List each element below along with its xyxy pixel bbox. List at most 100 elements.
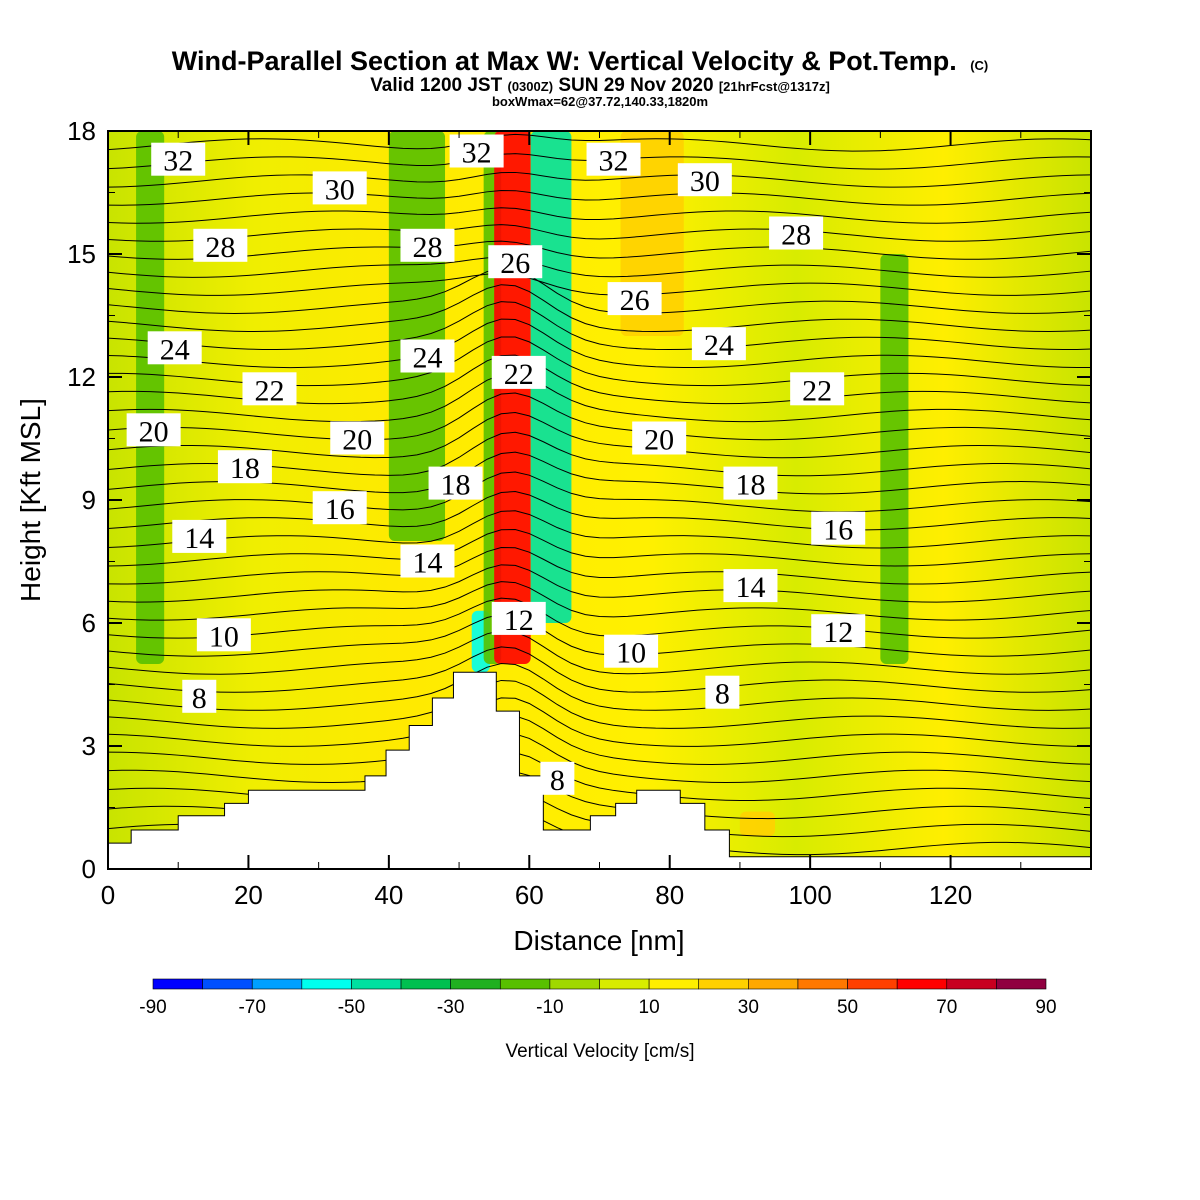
y-tick-label: 12 bbox=[67, 362, 96, 392]
velocity-cell bbox=[494, 131, 531, 664]
colorbar-bin bbox=[896, 978, 948, 990]
colorbar-bin bbox=[599, 978, 650, 990]
theta-line bbox=[108, 679, 1091, 729]
contour-label: 8 bbox=[715, 678, 730, 711]
theta-line bbox=[108, 284, 1091, 332]
theta-line bbox=[108, 597, 1091, 639]
velocity-cell bbox=[136, 131, 165, 664]
colorbar-tick-label: 10 bbox=[639, 997, 660, 1018]
x-tick-label: 80 bbox=[655, 880, 684, 910]
box-max-info: boxWmax=62@37.72,140.33,1820m bbox=[492, 94, 708, 109]
theta-line bbox=[108, 491, 1091, 531]
colorbar-bin bbox=[450, 978, 501, 990]
theta-line bbox=[108, 189, 1091, 206]
contour-label: 10 bbox=[616, 637, 646, 670]
contour-label: 24 bbox=[160, 333, 190, 366]
colorbar-bin bbox=[698, 978, 749, 990]
contour-label: 18 bbox=[735, 469, 765, 502]
y-tick-label: 0 bbox=[82, 854, 96, 884]
colorbar-bin bbox=[549, 978, 600, 990]
colorbar-tick-label: 50 bbox=[837, 997, 858, 1018]
contour-label-box bbox=[312, 491, 367, 525]
contour-label: 18 bbox=[230, 452, 260, 485]
x-axis: 0 20 40 60 80 100 120 bbox=[101, 131, 1022, 910]
theta-line bbox=[108, 373, 1091, 423]
colorbar-bin bbox=[351, 978, 402, 990]
contour-label: 12 bbox=[823, 616, 853, 649]
terrain-mask bbox=[108, 671, 1091, 869]
y-tick-label: 18 bbox=[67, 116, 96, 146]
colorbar-bin bbox=[797, 978, 848, 990]
theta-line bbox=[108, 273, 1091, 296]
contour-labels: 3230282422201816141082028241814322622123… bbox=[126, 134, 866, 797]
contour-label: 16 bbox=[325, 493, 355, 526]
contour-label-box bbox=[242, 372, 297, 406]
contour-label-box bbox=[705, 675, 740, 709]
contour-label: 26 bbox=[500, 247, 530, 280]
contour-label-box bbox=[723, 569, 778, 603]
contour-label: 12 bbox=[504, 604, 534, 637]
theta-line bbox=[108, 662, 1091, 711]
colorbar-bin bbox=[301, 978, 352, 990]
theta-line bbox=[108, 581, 1091, 621]
contour-label: 14 bbox=[184, 522, 214, 555]
colorbar-tick-label: -10 bbox=[536, 997, 563, 1018]
y-tick-label: 9 bbox=[82, 485, 96, 515]
theta-line bbox=[108, 133, 1091, 152]
contour-label-box bbox=[400, 339, 455, 373]
contour-label-box bbox=[691, 327, 746, 361]
colorbar-bin bbox=[152, 978, 203, 990]
copyright-mark: (C) bbox=[970, 58, 988, 73]
contour-label: 24 bbox=[412, 342, 442, 375]
contour-label: 10 bbox=[209, 620, 239, 653]
contour-label-box bbox=[723, 466, 778, 500]
colorbar-bin bbox=[202, 978, 253, 990]
contour-label-box bbox=[400, 228, 455, 262]
x-axis-label: Distance [nm] bbox=[513, 925, 684, 956]
valid-time: Valid 1200 JST (0300Z) SUN 29 Nov 2020 [… bbox=[370, 75, 830, 96]
contour-label: 22 bbox=[802, 374, 832, 407]
contour-label: 14 bbox=[735, 571, 765, 604]
theta-line bbox=[108, 224, 1091, 242]
contour-label-box bbox=[811, 614, 866, 648]
colorbar-label: Vertical Velocity [cm/s] bbox=[505, 1041, 694, 1062]
contour-label-box bbox=[790, 372, 845, 406]
colorbar-bin bbox=[499, 978, 551, 990]
contour-label-box bbox=[126, 413, 181, 447]
contour-label: 16 bbox=[823, 514, 853, 547]
y-tick-label: 6 bbox=[82, 608, 96, 638]
plot-area: 3230282422201816141082028241814322622123… bbox=[108, 131, 1091, 869]
theta-contours bbox=[108, 133, 1091, 856]
colorbar-tick-label: 90 bbox=[1035, 997, 1056, 1018]
theta-line bbox=[108, 715, 1091, 765]
contour-label: 18 bbox=[441, 469, 471, 502]
contour-label-box bbox=[491, 601, 546, 635]
colorbar-bin bbox=[847, 978, 898, 990]
chart-title: Wind-Parallel Section at Max W: Vertical… bbox=[172, 46, 989, 76]
velocity-cell bbox=[880, 254, 909, 664]
contour-label: 22 bbox=[254, 374, 284, 407]
contour-label: 8 bbox=[550, 764, 565, 797]
colorbar-bin bbox=[996, 978, 1047, 990]
contour-label-box bbox=[182, 679, 217, 713]
contour-label: 24 bbox=[704, 329, 734, 362]
contour-label: 30 bbox=[690, 165, 720, 198]
contour-label-box bbox=[607, 282, 662, 316]
contour-label-box bbox=[312, 171, 367, 205]
colorbar-bin bbox=[946, 978, 997, 990]
colorbar-tick-label: -30 bbox=[437, 997, 464, 1018]
theta-line bbox=[108, 564, 1091, 603]
x-tick-label: 120 bbox=[929, 880, 972, 910]
x-tick-label: 60 bbox=[515, 880, 544, 910]
theta-line bbox=[108, 471, 1091, 513]
colorbar-tick-label: 30 bbox=[738, 997, 759, 1018]
contour-label-box bbox=[172, 519, 227, 553]
contour-label: 28 bbox=[205, 231, 235, 264]
x-tick-label: 20 bbox=[234, 880, 263, 910]
x-tick-label: 100 bbox=[788, 880, 831, 910]
theta-line bbox=[108, 697, 1091, 747]
contour-label-box bbox=[769, 216, 824, 250]
colorbar: -90 -70 -50 -30 -10 10 30 50 70 90 bbox=[139, 978, 1057, 1018]
contour-label-box bbox=[400, 544, 455, 578]
